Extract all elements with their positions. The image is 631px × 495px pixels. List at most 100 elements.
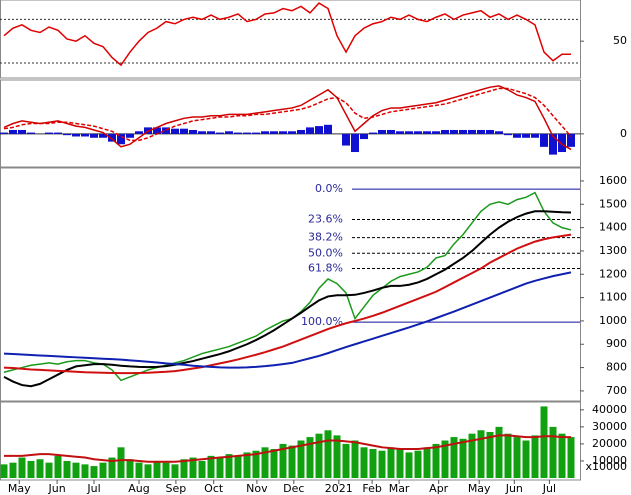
y-tick-label: 1300: [599, 244, 627, 257]
bar: [531, 133, 539, 138]
bar: [90, 466, 98, 478]
bar: [9, 462, 17, 478]
bar: [351, 440, 359, 478]
bar: [153, 460, 161, 478]
y-tick-label: 900: [606, 337, 627, 350]
fib-label: 61.8%: [308, 261, 343, 274]
bar: [351, 133, 359, 153]
bar: [396, 449, 404, 478]
bar: [288, 445, 296, 478]
bar: [432, 131, 440, 134]
y-tick-label: 30000: [592, 420, 627, 433]
fib-label: 38.2%: [308, 231, 343, 244]
bar: [171, 464, 179, 478]
fib-label: 0.0%: [315, 182, 343, 195]
bar: [261, 131, 269, 134]
bar: [288, 131, 296, 134]
bar: [477, 430, 485, 478]
y-tick-label: 1200: [599, 267, 627, 280]
bar: [333, 435, 341, 478]
fib-label: 50.0%: [308, 246, 343, 259]
bar: [216, 132, 224, 134]
bar: [387, 447, 395, 478]
bar: [108, 133, 116, 142]
bar: [459, 129, 467, 134]
bar: [531, 435, 539, 478]
bar: [441, 129, 449, 134]
unit-label: x10000: [585, 460, 627, 473]
bar: [45, 132, 53, 134]
bar: [459, 438, 467, 478]
bar: [225, 454, 233, 478]
bar: [405, 452, 413, 478]
y-tick-label: 20000: [592, 437, 627, 450]
bar: [198, 460, 206, 478]
bar: [567, 133, 575, 147]
bar: [45, 462, 53, 478]
bar: [90, 133, 98, 138]
bar: [27, 132, 35, 134]
bar: [315, 126, 323, 134]
bar: [81, 464, 89, 478]
bar: [405, 131, 413, 134]
bar: [468, 129, 476, 134]
bar: [99, 133, 107, 138]
y-tick-label: 800: [606, 361, 627, 374]
bar: [504, 133, 512, 136]
bar: [117, 133, 125, 145]
bar: [558, 133, 566, 153]
bar: [72, 462, 80, 478]
bar: [81, 133, 89, 137]
bar: [126, 133, 134, 138]
series-line: [3, 85, 572, 151]
bar: [63, 460, 71, 478]
bar: [54, 455, 62, 478]
bar: [423, 131, 431, 134]
bar: [324, 430, 332, 478]
x-tick-label: Aug: [128, 482, 149, 495]
bar: [486, 129, 494, 134]
bar: [234, 455, 242, 478]
fib-label: 23.6%: [308, 212, 343, 225]
bar: [36, 459, 44, 478]
x-tick-label: Jun: [48, 482, 66, 495]
x-tick-label: Apr: [429, 482, 449, 495]
y-tick-label: 40000: [592, 403, 627, 416]
bar: [270, 449, 278, 478]
bar: [135, 462, 143, 478]
bar: [504, 433, 512, 478]
bar: [306, 127, 314, 134]
bar: [63, 133, 71, 136]
bar: [54, 132, 62, 134]
bar: [315, 433, 323, 478]
bar: [117, 447, 125, 478]
bar: [378, 129, 386, 134]
y-tick-label: 1100: [599, 291, 627, 304]
x-tick-label: Sep: [166, 482, 187, 495]
bar: [189, 129, 197, 134]
x-tick-label: Jun: [505, 482, 523, 495]
bar: [513, 437, 521, 478]
bar: [522, 440, 530, 478]
bar: [549, 133, 557, 155]
bar: [441, 440, 449, 478]
y-tick-label: 50: [613, 34, 627, 47]
bar: [216, 457, 224, 478]
bar: [378, 450, 386, 478]
bar: [306, 437, 314, 478]
panel-frame: [0, 167, 581, 403]
bar: [369, 132, 377, 134]
bar: [558, 433, 566, 478]
bar: [243, 452, 251, 478]
y-tick-label: 1500: [599, 197, 627, 210]
bar: [387, 129, 395, 134]
bar: [225, 131, 233, 134]
x-tick-label: Feb: [362, 482, 381, 495]
y-tick-label: 1000: [599, 314, 627, 327]
bar: [297, 440, 305, 478]
series-line: [3, 233, 572, 375]
bar: [243, 132, 251, 134]
bar: [252, 450, 260, 478]
bar: [522, 133, 530, 138]
bar: [342, 443, 350, 478]
